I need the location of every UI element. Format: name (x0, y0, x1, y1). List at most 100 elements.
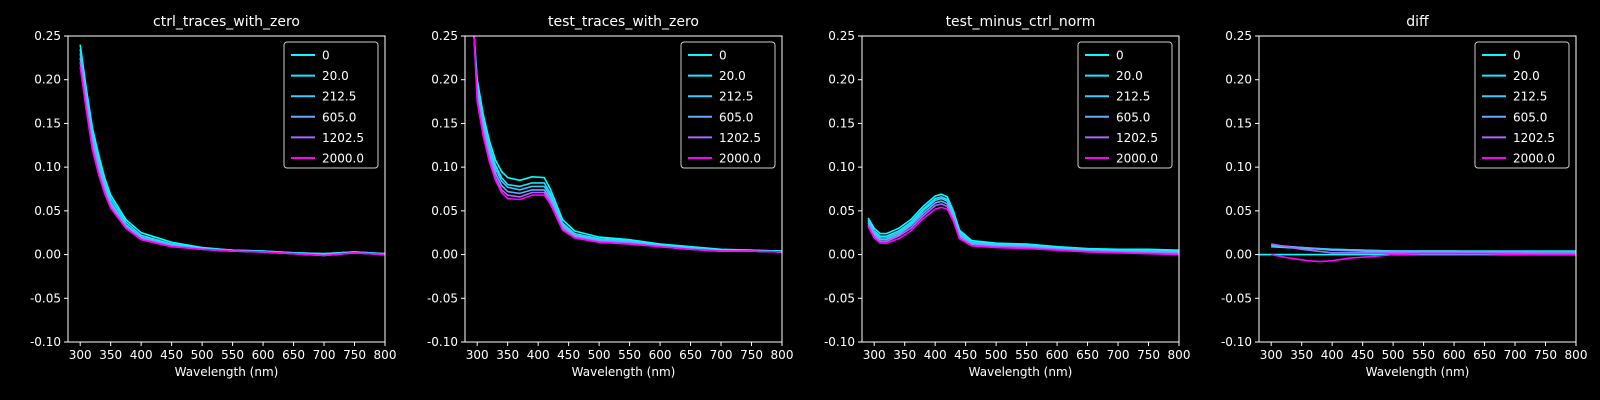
legend-label: 0 (1513, 49, 1521, 63)
y-tick-label: -0.05 (30, 291, 61, 305)
series-line-5 (1271, 243, 1576, 255)
x-tick-label: 800 (374, 348, 397, 362)
y-tick-label: 0.25 (431, 29, 458, 43)
y-tick-label: 0.15 (431, 116, 458, 130)
chart-panel-3: 300 350 400 450 500 550 600 650 700 750 800 -0.10 -0… (824, 14, 1191, 379)
series-line-3 (867, 197, 1179, 253)
x-tick-label: 300 (863, 348, 886, 362)
y-tick-label: 0.05 (1225, 204, 1252, 218)
legend-box (680, 41, 776, 169)
y-tick-label: -0.05 (427, 291, 458, 305)
x-tick-label: 350 (893, 348, 916, 362)
x-tick-label: 800 (1565, 348, 1588, 362)
legend-label: 2000.0 (1116, 152, 1158, 166)
y-tick-label: 0.05 (828, 204, 855, 218)
x-axis-label: Wavelength (nm) (969, 365, 1073, 379)
y-tick-label: 0.05 (34, 204, 61, 218)
y-tick-label: 0.25 (1225, 29, 1252, 43)
legend-label: 20.0 (322, 69, 349, 83)
x-tick-label: 450 (1351, 348, 1374, 362)
x-tick-label: 750 (1534, 348, 1557, 362)
x-axis-label: Wavelength (nm) (1366, 365, 1470, 379)
x-tick-label: 650 (1473, 348, 1496, 362)
legend-label: 0 (719, 49, 727, 63)
legend-label: 1202.5 (322, 131, 364, 145)
y-tick-label: 0.15 (34, 116, 61, 130)
legend: 0 20.0 212.5 605.0 1202.5 2000.0 (680, 41, 776, 169)
legend-label: 605.0 (1513, 110, 1547, 124)
x-tick-label: 550 (1412, 348, 1435, 362)
x-tick-label: 450 (954, 348, 977, 362)
x-tick-label: 800 (1168, 348, 1191, 362)
x-tick-label: 550 (221, 348, 244, 362)
x-tick-label: 400 (527, 348, 550, 362)
legend-label: 0 (1116, 49, 1124, 63)
x-tick-label: 600 (1443, 348, 1466, 362)
legend-label: 2000.0 (719, 152, 761, 166)
series-line-4 (473, 36, 782, 253)
x-tick-label: 300 (1260, 348, 1283, 362)
legend-box (1474, 41, 1570, 169)
x-tick-label: 350 (496, 348, 519, 362)
x-tick-label: 600 (1046, 348, 1069, 362)
axes-frame (464, 35, 783, 343)
y-tick-label: 0.05 (431, 204, 458, 218)
x-tick-label: 300 (69, 348, 92, 362)
y-tick-label: 0.25 (34, 29, 61, 43)
y-tick-label: 0.00 (1225, 248, 1252, 262)
x-tick-label: 650 (679, 348, 702, 362)
legend-label: 20.0 (1513, 69, 1540, 83)
chart-panel-4: 300 350 400 450 500 550 600 650 700 750 800 -0.10 -0… (1221, 14, 1588, 379)
legend-label: 1202.5 (1116, 131, 1158, 145)
y-tick-label: -0.05 (1221, 291, 1252, 305)
axes-frame (861, 35, 1180, 343)
legend: 0 20.0 212.5 605.0 1202.5 2000.0 (283, 41, 379, 169)
legend-label: 605.0 (322, 110, 356, 124)
y-tick-label: -0.05 (824, 291, 855, 305)
x-axis-label: Wavelength (nm) (572, 365, 676, 379)
legend-box (283, 41, 379, 169)
x-tick-label: 400 (924, 348, 947, 362)
legend-label: 605.0 (719, 110, 753, 124)
series-line-6 (867, 206, 1179, 256)
y-tick-label: -0.10 (1221, 335, 1252, 349)
legend-label: 212.5 (719, 90, 753, 104)
x-tick-label: 500 (985, 348, 1008, 362)
y-tick-label: 0.10 (1225, 160, 1252, 174)
legend-label: 20.0 (1116, 69, 1143, 83)
x-tick-label: 800 (771, 348, 794, 362)
y-tick-label: 0.15 (828, 116, 855, 130)
legend-label: 212.5 (1116, 90, 1150, 104)
x-tick-label: 500 (588, 348, 611, 362)
axes-frame (1258, 35, 1577, 343)
x-tick-label: 450 (160, 348, 183, 362)
x-tick-label: 700 (1504, 348, 1527, 362)
y-tick-label: 0.10 (431, 160, 458, 174)
x-tick-label: 350 (99, 348, 122, 362)
chart-title: diff (1406, 14, 1429, 30)
legend: 0 20.0 212.5 605.0 1202.5 2000.0 (1077, 41, 1173, 169)
y-tick-label: 0.10 (828, 160, 855, 174)
x-tick-label: 550 (1015, 348, 1038, 362)
series-line-6 (473, 36, 782, 253)
x-tick-label: 400 (1321, 348, 1344, 362)
y-tick-label: 0.20 (34, 73, 61, 87)
legend-label: 212.5 (322, 90, 356, 104)
series-group (1259, 243, 1576, 263)
series-line-1 (473, 36, 782, 252)
x-tick-label: 700 (710, 348, 733, 362)
series-group (79, 44, 385, 257)
series-line-6 (1271, 252, 1576, 263)
y-tick-label: 0.00 (828, 248, 855, 262)
series-group (473, 36, 782, 253)
y-tick-label: -0.10 (824, 335, 855, 349)
x-tick-label: 600 (252, 348, 275, 362)
x-tick-label: 300 (466, 348, 489, 362)
y-tick-label: 0.00 (34, 248, 61, 262)
x-tick-label: 650 (1076, 348, 1099, 362)
y-tick-label: -0.10 (30, 335, 61, 349)
x-tick-label: 350 (1290, 348, 1313, 362)
chart-panels: 300 350 400 450 500 550 600 650 700 750 800 -0.10 -0… (30, 14, 1588, 379)
